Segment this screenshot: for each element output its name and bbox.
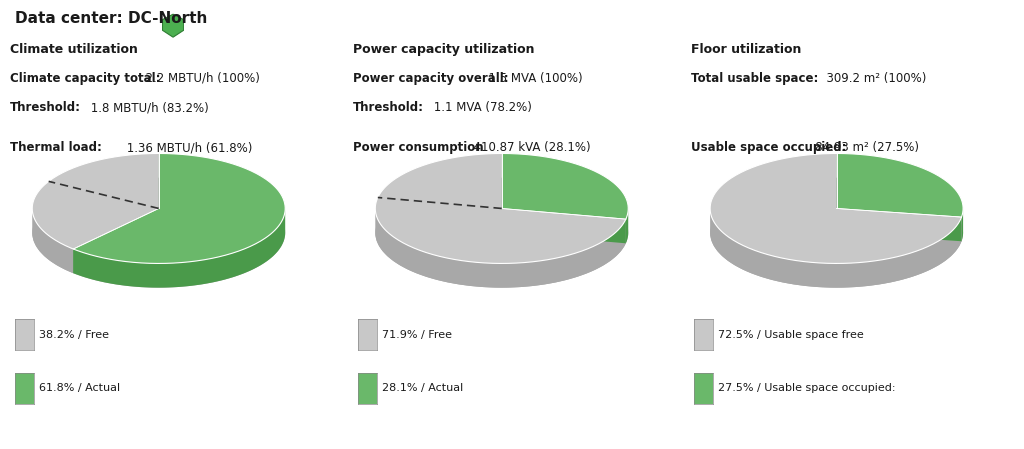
Text: Thermal load:: Thermal load: (10, 141, 102, 154)
Text: Power consumption: Power consumption (353, 141, 484, 154)
Text: 28.1% / Actual: 28.1% / Actual (382, 383, 463, 393)
Text: 84.93 m² (27.5%): 84.93 m² (27.5%) (804, 141, 919, 154)
Text: Floor utilization: Floor utilization (691, 43, 802, 56)
Text: 1.36 MBTU/h (61.8%): 1.36 MBTU/h (61.8%) (123, 141, 252, 154)
Text: 1.8 MBTU/h (83.2%): 1.8 MBTU/h (83.2%) (87, 101, 209, 114)
Text: Power capacity utilization: Power capacity utilization (353, 43, 535, 56)
Text: Usable space occupied:: Usable space occupied: (691, 141, 847, 154)
Text: Climate capacity total:: Climate capacity total: (10, 72, 161, 85)
Polygon shape (163, 14, 183, 37)
Polygon shape (626, 209, 629, 243)
Polygon shape (502, 208, 626, 243)
Text: 38.2% / Free: 38.2% / Free (39, 330, 109, 339)
Text: 2.2 MBTU/h (100%): 2.2 MBTU/h (100%) (138, 72, 260, 85)
Ellipse shape (32, 178, 286, 288)
Polygon shape (74, 208, 159, 273)
Polygon shape (376, 210, 626, 288)
Polygon shape (375, 154, 626, 264)
Ellipse shape (710, 178, 964, 288)
Polygon shape (32, 209, 74, 273)
Text: 309.2 m² (100%): 309.2 m² (100%) (819, 72, 927, 85)
Text: Total usable space:: Total usable space: (691, 72, 818, 85)
Polygon shape (837, 154, 964, 217)
Text: 71.9% / Free: 71.9% / Free (382, 330, 452, 339)
Polygon shape (32, 154, 159, 249)
Polygon shape (710, 154, 962, 264)
Text: 1.1 MVA (78.2%): 1.1 MVA (78.2%) (430, 101, 531, 114)
Text: 1.5 MVA (100%): 1.5 MVA (100%) (481, 72, 583, 85)
Polygon shape (837, 208, 962, 241)
Ellipse shape (375, 178, 629, 288)
Text: 27.5% / Usable space occupied:: 27.5% / Usable space occupied: (718, 383, 895, 393)
Polygon shape (502, 154, 629, 219)
Polygon shape (74, 209, 286, 288)
Polygon shape (962, 208, 964, 241)
Text: 72.5% / Usable space free: 72.5% / Usable space free (718, 330, 863, 339)
Text: Climate utilization: Climate utilization (10, 43, 138, 56)
Text: Power capacity overall:: Power capacity overall: (353, 72, 509, 85)
Text: 61.8% / Actual: 61.8% / Actual (39, 383, 120, 393)
Text: Data center: DC-North: Data center: DC-North (15, 11, 208, 26)
Text: Threshold:: Threshold: (10, 101, 81, 114)
Text: 410.87 kVA (28.1%): 410.87 kVA (28.1%) (466, 141, 591, 154)
Polygon shape (710, 209, 962, 288)
Text: Threshold:: Threshold: (353, 101, 424, 114)
Polygon shape (74, 154, 286, 264)
